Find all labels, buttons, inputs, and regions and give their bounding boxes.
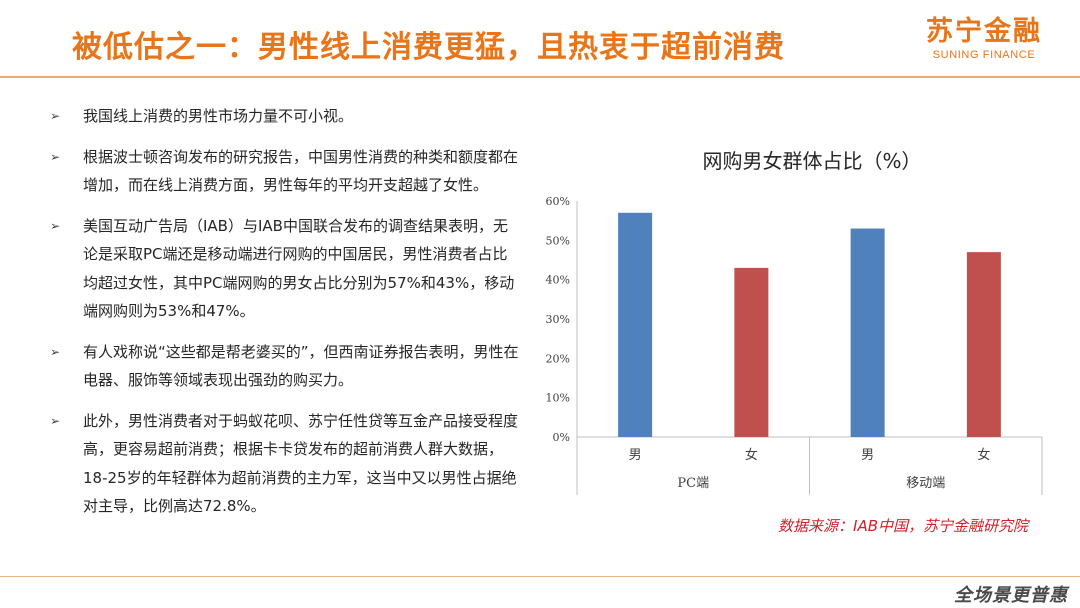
logo-english-text: SUNING FINANCE [932, 49, 1036, 61]
bullet-item: ➢ 美国互动广告局（IAB）与IAB中国联合发布的调查结果表明，无论是采取PC端还… [50, 212, 520, 326]
data-source-note: 数据来源：IAB中国，苏宁金融研究院 [778, 517, 1028, 535]
logo-chinese-text: 苏宁金融 [926, 16, 1042, 47]
arrow-bullet-icon: ➢ [50, 218, 61, 233]
bar [850, 228, 885, 437]
suning-finance-logo: 苏宁金融 SUNING FINANCE [926, 16, 1042, 62]
bullet-item: ➢ 此外，男性消费者对于蚂蚁花呗、苏宁任性贷等互金产品接受程度高，更容易超前消费；… [50, 407, 520, 521]
x-category-label: 男 [861, 448, 874, 463]
x-category-label: 女 [977, 447, 990, 463]
bullet-item: ➢ 有人戏称说“这些都是帮老婆买的”，但西南证券报告表明，男性在电器、服饰等领域表… [50, 338, 520, 395]
y-tick-label: 60% [546, 195, 570, 208]
bullet-text: 此外，男性消费者对于蚂蚁花呗、苏宁任性贷等互金产品接受程度高，更容易超前消费；根… [83, 411, 519, 516]
page-title: 被低估之一：男性线上消费更猛，且热衷于超前消费 [72, 30, 785, 65]
bullet-text: 根据波士顿咨询发布的研究报告，中国男性消费的种类和额度都在增加，而在线上消费方面… [83, 147, 519, 195]
header-divider [0, 76, 1080, 78]
bar [966, 252, 1001, 437]
arrow-bullet-icon: ➢ [50, 413, 61, 428]
bar [618, 212, 653, 437]
y-tick-label: 50% [546, 234, 570, 247]
x-group-label: 移动端 [906, 476, 945, 491]
bullet-item: ➢ 根据波士顿咨询发布的研究报告，中国男性消费的种类和额度都在增加，而在线上消费方… [50, 143, 520, 200]
arrow-bullet-icon: ➢ [50, 344, 61, 359]
y-tick-label: 30% [546, 313, 570, 326]
footer-slogan-logo: 全场景更普惠 [954, 585, 1068, 606]
bullet-text: 有人戏称说“这些都是帮老婆买的”，但西南证券报告表明，男性在电器、服饰等领域表现… [83, 342, 519, 390]
y-tick-label: 10% [546, 392, 570, 405]
chart-svg: 网购男女群体占比（%） 0% 10% 20% 30% 40% 50% 60% 男 女 PC端 男 女移动… [546, 149, 1043, 495]
arrow-bullet-icon: ➢ [50, 149, 61, 164]
bullet-list: ➢ 我国线上消费的男性市场力量不可小视。 ➢ 根据波士顿咨询发布的研究报告，中国男性… [50, 102, 520, 533]
gender-share-bar-chart: 网购男女群体占比（%） 0% 10% 20% 30% 40% 50% 60% 男 女 PC端 男 女移动… [520, 130, 1060, 504]
bullet-text: 美国互动广告局（IAB）与IAB中国联合发布的调查结果表明，无论是采取PC端还是… [83, 216, 515, 321]
x-category-label: 男 [629, 448, 642, 463]
y-tick-label: 40% [546, 274, 570, 287]
chart-title: 网购男女群体占比（%） [702, 149, 921, 173]
footer-divider [0, 576, 1080, 577]
y-tick-label: 0% [553, 431, 570, 444]
y-tick-label: 20% [546, 352, 570, 365]
bar [734, 267, 769, 437]
x-category-label: 女 [745, 447, 758, 463]
bullet-text: 我国线上消费的男性市场力量不可小视。 [83, 107, 354, 125]
x-group-label: PC端 [677, 476, 709, 491]
arrow-bullet-icon: ➢ [50, 109, 61, 123]
bullet-item: ➢ 我国线上消费的男性市场力量不可小视。 [50, 102, 520, 131]
